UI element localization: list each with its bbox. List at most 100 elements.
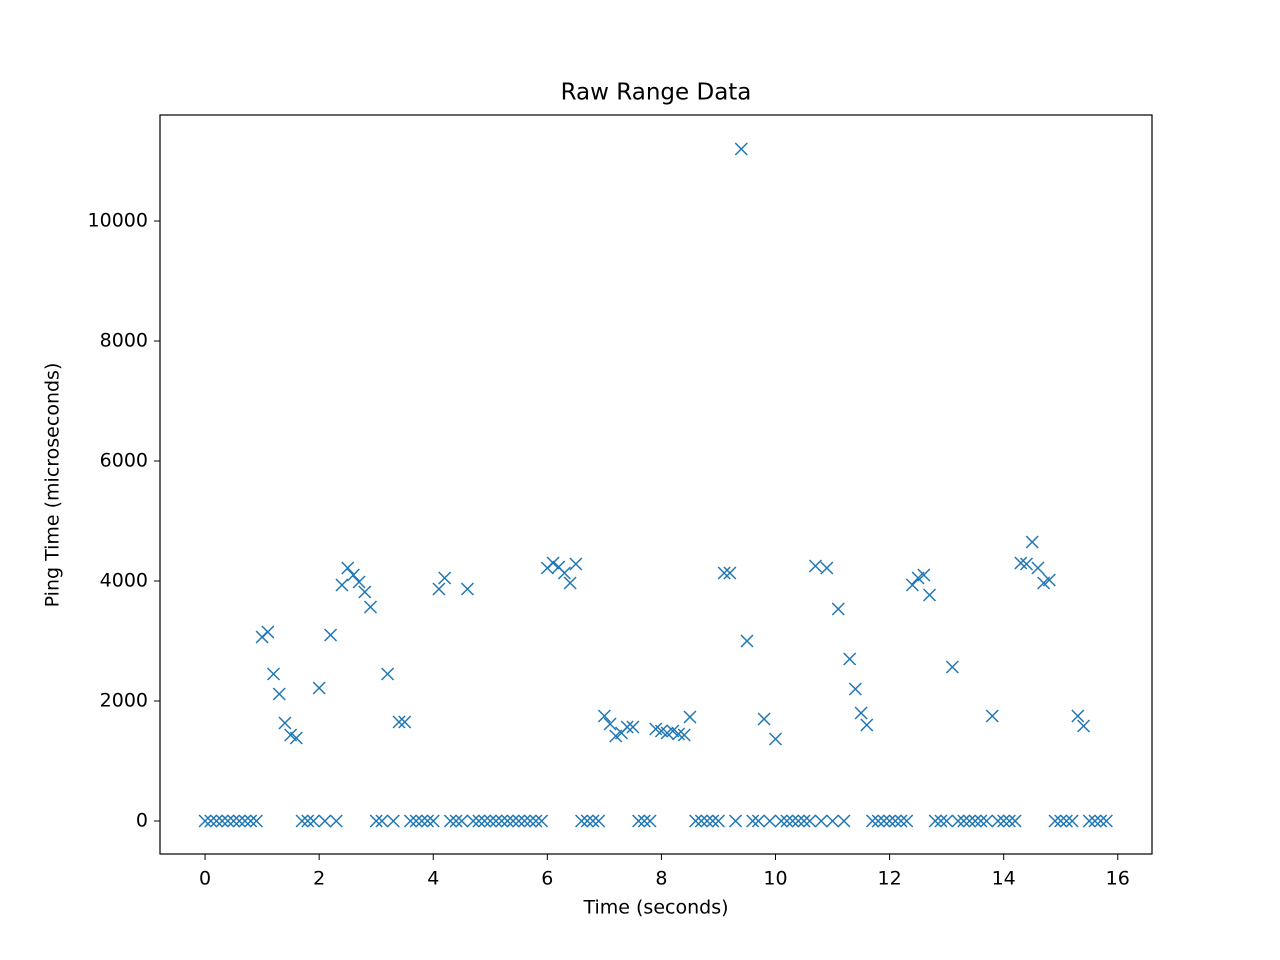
data-point [780,814,794,828]
x-tick-label: 16 [1106,868,1130,890]
data-point [871,814,885,828]
data-point [848,682,862,696]
data-point [791,814,805,828]
data-point [272,687,286,701]
data-point [363,600,378,614]
data-point [227,814,241,828]
data-point [837,814,851,828]
y-tick-label: 6000 [100,450,148,472]
data-point [694,814,708,828]
data-point [854,706,868,720]
data-point [746,814,760,828]
data-point [295,814,309,828]
data-point [1059,814,1073,828]
data-point [312,681,326,695]
data-point [529,814,543,828]
data-point [734,142,748,156]
data-point [945,660,959,674]
data-point [768,732,783,746]
data-point [723,566,737,580]
data-point [329,814,343,828]
data-point [443,814,457,828]
data-point [449,814,463,828]
data-point [797,814,811,828]
x-tick-label: 8 [655,868,667,890]
data-point [774,814,788,828]
data-point [951,814,965,828]
data-point [968,814,982,828]
y-tick-label: 0 [136,810,148,832]
data-point [974,814,988,828]
x-tick-label: 10 [763,868,787,890]
data-point [751,814,765,828]
data-point [1008,814,1022,828]
data-point [381,667,395,681]
x-tick-label: 14 [992,868,1016,890]
data-point [677,728,691,742]
data-point [301,814,315,828]
data-point [557,566,571,580]
data-point [803,814,817,828]
chart-title: Raw Range Data [561,80,752,106]
data-point [1065,814,1079,828]
data-point [643,814,657,828]
data-point [392,715,406,729]
data-point [820,561,834,575]
data-point [814,814,828,828]
data-point [997,814,1011,828]
data-point [546,556,560,570]
data-point [894,814,908,828]
data-point [786,814,800,828]
data-point [917,568,931,582]
data-point [569,557,583,571]
data-point [266,667,281,681]
data-point [637,814,651,828]
data-point [460,582,474,596]
data-point [586,814,600,828]
data-point [877,814,891,828]
data-point [438,571,452,585]
data-point [757,712,771,726]
data-point [495,814,509,828]
data-point [763,814,777,828]
data-point [483,814,497,828]
data-point [826,814,840,828]
y-tick-label: 8000 [100,330,148,352]
data-point [375,814,389,828]
data-point [523,814,537,828]
data-point [335,578,349,592]
data-point [500,814,514,828]
data-point [603,717,617,731]
data-point [808,559,822,573]
data-point [352,575,366,589]
data-point [249,814,263,828]
data-point [843,652,857,666]
data-point [831,602,845,616]
x-tick-label: 0 [199,868,211,890]
data-point [1025,535,1039,549]
data-point [575,814,589,828]
data-point [888,814,902,828]
data-point [215,814,229,828]
data-point [1088,814,1102,828]
data-point [934,814,948,828]
data-point [865,814,880,828]
data-point [244,814,258,828]
data-point [409,814,423,828]
data-point [980,814,994,828]
data-point [198,814,212,828]
data-point [512,814,526,828]
data-point [403,814,417,828]
data-point [455,814,469,828]
data-point [626,720,640,734]
data-point [900,814,914,828]
y-axis-label: Ping Time (microseconds) [42,363,64,608]
plot-frame [159,114,1153,855]
data-point [580,814,594,828]
data-point [1042,573,1056,587]
data-point [928,814,942,828]
data-point [957,814,971,828]
data-point [517,814,532,828]
